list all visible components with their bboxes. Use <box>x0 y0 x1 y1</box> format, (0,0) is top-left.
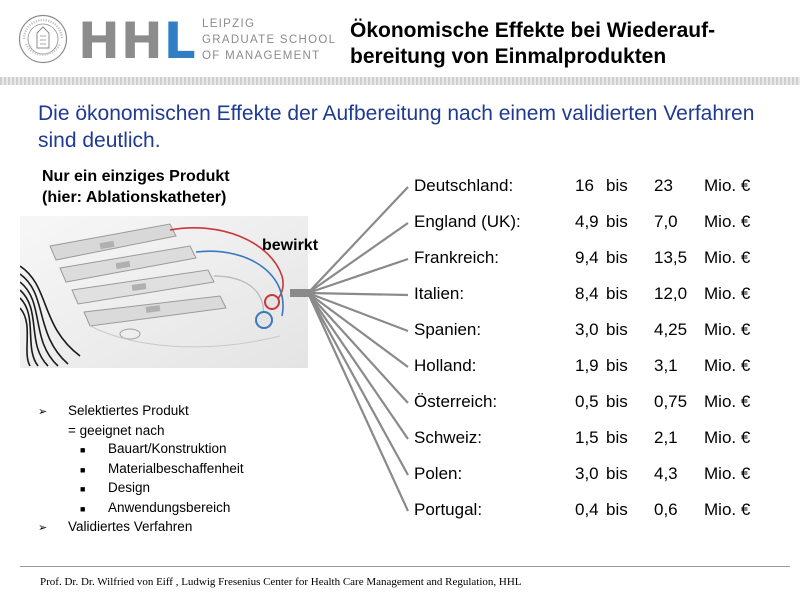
country-high: 4,25 <box>654 320 688 339</box>
country-high: 3,1 <box>654 356 678 375</box>
country-low: 9,4 <box>575 248 599 267</box>
country-country: Polen: <box>414 464 463 483</box>
effect-label: bewirkt <box>262 237 319 254</box>
criteria-bullet: ■ Anwendungsbereich <box>38 499 244 519</box>
criteria-bullet-label: Bauart/Konstruktion <box>108 441 227 456</box>
country-country: Österreich: <box>414 392 498 411</box>
country-country: Italien: <box>414 284 465 303</box>
logo-line: OF MANAGEMENT <box>202 50 321 62</box>
country-unit: Mio. € <box>704 212 751 231</box>
country-unit: Mio. € <box>704 320 751 339</box>
country-unit: Mio. € <box>704 284 751 303</box>
slide-title: Ökonomische Effekte bei Wiederauf- berei… <box>350 18 790 70</box>
criteria-bullet: ■ Bauart/Konstruktion <box>38 440 244 460</box>
country-country: Deutschland: <box>414 176 514 195</box>
product-line: Nur ein einziges Produkt <box>42 168 230 185</box>
criteria-bullet-label: Materialbeschaffenheit <box>108 460 244 476</box>
country-country: England (UK): <box>414 212 521 231</box>
country-low: 0,4 <box>575 500 599 519</box>
country-high: 7,0 <box>654 212 678 231</box>
arrow-bullet-icon: ➢ <box>38 406 48 418</box>
slide-title-line: Ökonomische Effekte bei Wiederauf- <box>350 19 716 42</box>
criteria-item: ➢ Validiertes Verfahren <box>38 518 244 538</box>
criteria-bullet-label: Anwendungsbereich <box>108 499 231 515</box>
criteria-bullet: ■ Materialbeschaffenheit <box>38 460 244 480</box>
logo-line: GRADUATE SCHOOL <box>202 34 337 46</box>
country-high: 12,0 <box>654 284 688 303</box>
country-bis: bis <box>606 284 628 303</box>
country-bis: bis <box>606 392 628 411</box>
country-bis: bis <box>606 356 628 375</box>
criteria-bullet-label: Design <box>108 480 151 495</box>
criteria-bullet: ■ Design <box>38 479 244 499</box>
square-bullet-icon: ■ <box>80 445 86 455</box>
country-high: 4,3 <box>654 464 678 483</box>
arrow-bullet-icon: ➢ <box>38 522 48 534</box>
country-high: 13,5 <box>654 248 688 267</box>
criteria-item-label: Selektiertes Produkt <box>68 403 189 418</box>
slide-title-line: bereitung von Einmalprodukten <box>350 45 667 68</box>
catheter-photo <box>20 216 308 368</box>
country-high: 0,6 <box>654 500 678 519</box>
hhl-logo-letter-l: L <box>163 12 197 70</box>
country-unit: Mio. € <box>704 356 751 375</box>
country-low: 16 <box>575 176 594 195</box>
country-bis: bis <box>606 176 628 195</box>
country-bis: bis <box>606 428 628 447</box>
country-unit: Mio. € <box>704 464 751 483</box>
country-country: Schweiz: <box>414 428 483 447</box>
criteria-subline: = geeignet nach <box>68 422 165 438</box>
country-low: 3,0 <box>575 320 599 339</box>
country-unit: Mio. € <box>704 392 751 411</box>
country-high: 0,75 <box>654 392 688 411</box>
country-bis: bis <box>606 212 628 231</box>
product-description: Nur ein einziges Produkt (hier: Ablation… <box>42 166 230 208</box>
country-country: Frankreich: <box>414 248 500 267</box>
country-unit: Mio. € <box>704 428 751 447</box>
country-country: Portugal: <box>414 500 483 519</box>
criteria-list: ➢ Selektiertes Produkt = geeignet nach ■… <box>38 402 244 538</box>
square-bullet-icon: ■ <box>80 464 86 475</box>
country-low: 4,9 <box>575 212 599 231</box>
country-low: 8,4 <box>575 284 599 303</box>
country-unit: Mio. € <box>704 176 751 195</box>
country-country: Holland: <box>414 356 477 375</box>
country-high: 2,1 <box>654 428 678 447</box>
hhl-logo-letters: HH <box>78 12 164 70</box>
logo-line: LEIPZIG <box>202 18 256 30</box>
product-line: (hier: Ablationskatheter) <box>42 189 227 206</box>
square-bullet-icon: ■ <box>80 484 86 494</box>
country-high: 23 <box>654 176 673 195</box>
header-divider-bar <box>0 77 800 85</box>
hhl-logo: HHL <box>78 14 197 68</box>
country-bis: bis <box>606 464 628 483</box>
country-country: Spanien: <box>414 320 482 339</box>
square-bullet-icon: ■ <box>80 503 86 514</box>
criteria-item-label: Validiertes Verfahren <box>68 519 193 534</box>
country-bis: bis <box>606 500 628 519</box>
hhl-logo-text: LEIPZIG GRADUATE SCHOOL OF MANAGEMENT <box>202 16 336 64</box>
footer-divider <box>20 566 790 567</box>
country-unit: Mio. € <box>704 500 751 519</box>
fan-connector <box>290 186 409 512</box>
country-low: 1,5 <box>575 428 599 447</box>
slide-headline: Die ökonomischen Effekte der Aufbereitun… <box>38 102 755 152</box>
university-seal-logo <box>18 14 68 64</box>
country-unit: Mio. € <box>704 248 751 267</box>
country-low: 0,5 <box>575 392 599 411</box>
country-low: 3,0 <box>575 464 599 483</box>
country-low: 1,9 <box>575 356 599 375</box>
country-bis: bis <box>606 320 628 339</box>
criteria-item: ➢ Selektiertes Produkt <box>38 402 244 422</box>
country-bis: bis <box>606 248 628 267</box>
footer-credit: Prof. Dr. Dr. Wilfried von Eiff , Ludwig… <box>40 576 522 588</box>
